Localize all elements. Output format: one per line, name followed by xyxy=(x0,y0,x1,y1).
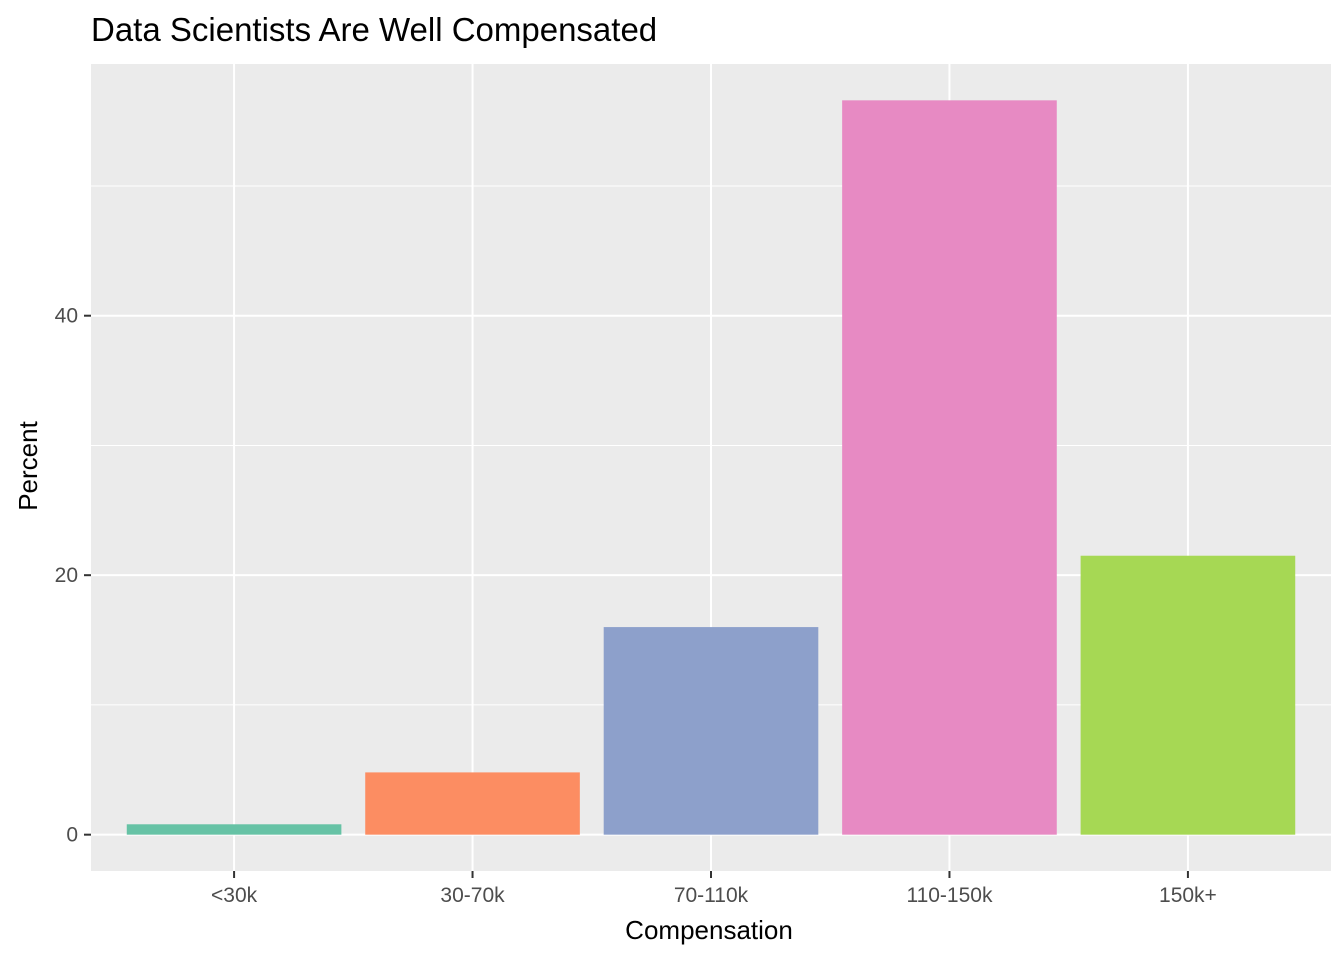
y-tick-label: 40 xyxy=(55,305,78,328)
bar xyxy=(126,824,342,835)
x-tick-label: 70-110k xyxy=(674,884,749,907)
y-axis: 0 20 40 xyxy=(55,305,91,847)
chart-title: Data Scientists Are Well Compensated xyxy=(91,11,657,48)
bar xyxy=(842,100,1057,835)
x-axis-title: Compensation xyxy=(625,915,793,945)
x-tick-label: <30k xyxy=(211,884,258,907)
x-tick-label: 150k+ xyxy=(1159,884,1217,907)
bars xyxy=(126,100,1296,835)
y-tick-label: 20 xyxy=(55,564,78,587)
x-axis: <30k 30-70k 70-110k 110-150k 150k+ xyxy=(211,871,1217,907)
x-tick-label: 110-150k xyxy=(906,884,993,907)
bar xyxy=(365,772,580,835)
bar xyxy=(603,627,819,835)
y-tick-label: 0 xyxy=(66,824,78,847)
y-axis-title: Percent xyxy=(13,420,43,510)
bar xyxy=(1080,555,1296,835)
x-tick-label: 30-70k xyxy=(440,884,505,907)
